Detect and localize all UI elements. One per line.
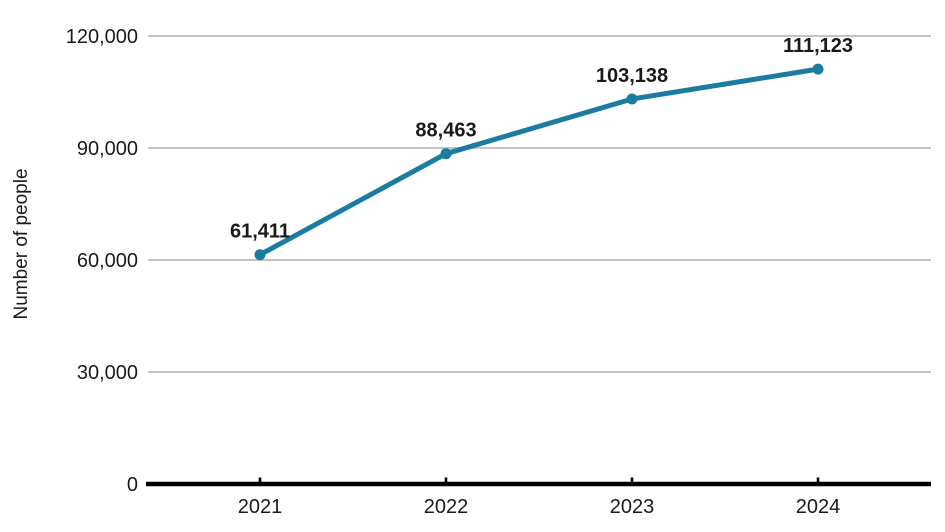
x-tick-label: 2023 — [610, 496, 655, 518]
data-point-value-label: 103,138 — [596, 65, 668, 87]
data-series-line — [257, 66, 821, 258]
y-tick-label: 30,000 — [77, 362, 138, 384]
data-point-value-label: 88,463 — [415, 120, 476, 142]
y-tick-label: 90,000 — [77, 138, 138, 160]
data-point-value-label: 111,123 — [783, 35, 853, 57]
y-tick-label: 60,000 — [77, 250, 138, 272]
y-tick-label: 120,000 — [66, 26, 138, 48]
x-tick-label: 2021 — [238, 496, 283, 518]
data-point-value-label: 61,411 — [230, 221, 290, 243]
data-point-marker — [626, 93, 638, 105]
y-axis-title: Number of people — [11, 168, 32, 319]
data-point-marker — [254, 249, 266, 261]
x-tick-label: 2022 — [424, 496, 469, 518]
data-point-marker — [440, 148, 452, 160]
data-point-marker — [812, 63, 824, 75]
y-tick-label: 0 — [127, 474, 138, 496]
x-tick-label: 2024 — [796, 496, 841, 518]
